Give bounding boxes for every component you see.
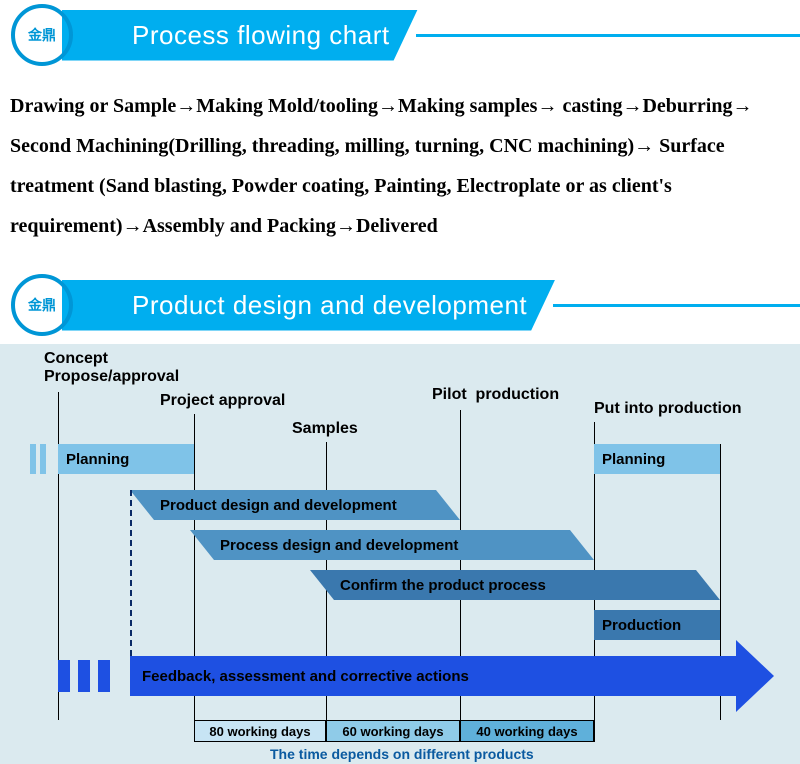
feedback-arrow-bar: Feedback, assessment and corrective acti… [130, 656, 736, 696]
lead-stripe [30, 444, 36, 474]
milestone-label: Pilot production [432, 386, 559, 404]
gantt-bar: Production [594, 610, 720, 640]
milestone-label: Put into production [594, 400, 742, 418]
gantt-bar: Planning [594, 444, 720, 474]
gantt-bar: Product design and development [130, 490, 460, 520]
brand-logo: 金鼎 [6, 269, 78, 341]
section-title: Product design and development [62, 280, 555, 331]
gantt-bar: Confirm the product process [310, 570, 720, 600]
lead-stripe [40, 444, 46, 474]
feedback-lead-stripe [58, 660, 70, 692]
logo-text: 金鼎 [28, 295, 56, 315]
duration-segment: 40 working days [460, 720, 594, 742]
milestone-label: Project approval [160, 392, 285, 410]
milestone-label: Concept Propose/approval [44, 350, 179, 386]
title-wrap: Process flowing chart [84, 10, 800, 61]
duration-segment: 60 working days [326, 720, 460, 742]
feedback-lead-stripe [98, 660, 110, 692]
process-flow-text: Drawing or Sample→Making Mold/tooling→Ma… [0, 74, 800, 270]
header-rule [553, 304, 800, 307]
milestone-label: Samples [292, 420, 358, 438]
duration-segment: 80 working days [194, 720, 326, 742]
header-rule [416, 34, 800, 37]
brand-logo: 金鼎 [6, 0, 78, 71]
logo-text: 金鼎 [28, 25, 56, 45]
section-header-process-flow: 金鼎 Process flowing chart [0, 0, 800, 70]
feedback-arrow-head [736, 640, 774, 712]
title-wrap: Product design and development [84, 280, 800, 331]
section-title: Process flowing chart [62, 10, 418, 61]
gantt-bar: Process design and development [190, 530, 594, 560]
section-header-product-design: 金鼎 Product design and development [0, 270, 800, 340]
gantt-bar: Planning [58, 444, 194, 474]
gantt-diagram: Concept Propose/approval Project approval… [0, 344, 800, 764]
feedback-lead-stripe [78, 660, 90, 692]
gantt-vline [326, 442, 327, 742]
